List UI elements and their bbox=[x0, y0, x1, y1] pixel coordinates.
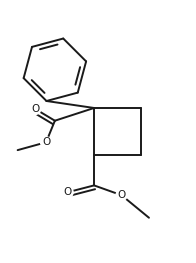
Circle shape bbox=[41, 137, 52, 148]
Circle shape bbox=[116, 190, 127, 201]
Text: O: O bbox=[42, 137, 50, 147]
Circle shape bbox=[30, 103, 41, 114]
Text: O: O bbox=[117, 190, 126, 200]
Text: O: O bbox=[64, 187, 72, 197]
Circle shape bbox=[62, 187, 73, 198]
Text: O: O bbox=[31, 104, 39, 114]
